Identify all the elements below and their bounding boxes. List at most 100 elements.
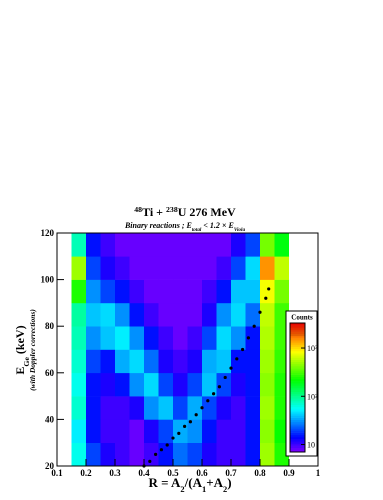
- colorbar-slice: [290, 417, 305, 421]
- heatmap-cell: [173, 396, 188, 420]
- overlay-point: [194, 413, 198, 417]
- heatmap-cell: [100, 279, 116, 304]
- heatmap-cell: [231, 326, 246, 350]
- heatmap-cell: [245, 256, 261, 280]
- heatmap-cell: [86, 233, 101, 257]
- heatmap-cell: [71, 279, 87, 304]
- heatmap: [71, 233, 304, 467]
- chart-subtitle: Binary reactions ; Etotal < 1.2 × EViola: [124, 221, 246, 233]
- colorbar-slice: [290, 400, 305, 403]
- heatmap-cell: [231, 442, 246, 467]
- colorbar-slice: [290, 406, 305, 410]
- colorbar-slice: [290, 432, 305, 436]
- text-part: 2: [223, 484, 227, 494]
- heatmap-cell: [260, 279, 275, 304]
- overlay-point: [217, 385, 221, 389]
- colorbar-slice: [290, 353, 305, 356]
- heatmap-cell: [202, 279, 217, 304]
- heatmap-cell: [260, 326, 275, 350]
- heatmap-cell: [144, 256, 159, 280]
- text-part: U 276 MeV: [178, 205, 236, 219]
- heatmap-cell: [216, 349, 232, 374]
- heatmap-cell: [245, 396, 261, 420]
- colorbar-slice: [290, 370, 305, 373]
- heatmap-cell: [129, 396, 145, 420]
- colorbar-slice: [290, 426, 305, 429]
- colorbar-slice: [290, 355, 305, 358]
- overlay-point: [258, 310, 262, 314]
- heatmap-cell: [158, 372, 174, 397]
- heatmap-cell: [144, 279, 159, 304]
- colorbar-slice: [290, 361, 305, 365]
- heatmap-cell: [187, 349, 203, 374]
- colorbar-slice: [290, 387, 305, 390]
- heatmap-cell: [216, 279, 232, 304]
- heatmap-cell: [129, 279, 145, 304]
- heatmap-cell: [187, 256, 203, 280]
- heatmap-cell: [129, 372, 145, 397]
- heatmap-cell: [173, 233, 188, 257]
- heatmap-cell: [115, 326, 130, 350]
- plot-frame: [56, 232, 319, 467]
- colorbar-slice: [290, 385, 305, 388]
- colorbar-slice: [290, 376, 305, 380]
- heatmap-cell: [144, 302, 159, 327]
- colorbar-tick-label: 10: [307, 441, 315, 450]
- heatmap-cell: [289, 233, 304, 257]
- heatmap-cell: [260, 396, 275, 420]
- heatmap-cell: [100, 302, 116, 327]
- heatmap-cell: [202, 372, 217, 397]
- colorbar-slice: [290, 398, 305, 401]
- colorbar-slice: [290, 428, 305, 431]
- heatmap-cell: [144, 233, 159, 257]
- colorbar-slice: [290, 434, 305, 438]
- heatmap-cell: [71, 442, 87, 467]
- colorbar-slice: [290, 383, 305, 386]
- x-tick-label: 0.6: [196, 468, 208, 478]
- text-part: (keV): [13, 325, 27, 357]
- colorbar-slice: [290, 338, 305, 341]
- heatmap-cell: [129, 349, 145, 374]
- colorbar-slice: [290, 348, 305, 352]
- x-tick-label: 0.4: [138, 468, 150, 478]
- heatmap-cell: [115, 302, 130, 327]
- heatmap-cell: [100, 256, 116, 280]
- heatmap-cell: [216, 233, 232, 257]
- heatmap-cell: [144, 372, 159, 397]
- overlay-point: [241, 347, 245, 352]
- heatmap-cell: [71, 372, 87, 397]
- colorbar-slice: [290, 402, 305, 405]
- heatmap-cell: [71, 326, 87, 350]
- heatmap-cell: [245, 279, 261, 304]
- heatmap-cell: [71, 396, 87, 420]
- overlay-point: [159, 448, 163, 452]
- heatmap-cell: [86, 302, 101, 327]
- text-part: E: [13, 367, 27, 375]
- y-tick-label: 40: [45, 414, 55, 424]
- heatmap-cell: [158, 442, 174, 467]
- overlay-point: [183, 424, 187, 428]
- overlay-point: [229, 366, 233, 370]
- heatmap-cell: [260, 256, 275, 280]
- heatmap-cell: [173, 302, 188, 327]
- heatmap-cell: [144, 396, 159, 420]
- heatmap-cell: [71, 302, 87, 327]
- heatmap-cell: [202, 419, 217, 443]
- heatmap-cell: [129, 442, 145, 467]
- colorbar-title: Counts: [291, 314, 313, 322]
- colorbar-tick-label: 10²: [307, 392, 318, 401]
- heatmap-cell: [289, 279, 304, 304]
- overlay-point: [235, 357, 239, 361]
- colorbar-slice: [290, 396, 305, 399]
- text-part: < 1.2 × E: [201, 221, 233, 230]
- heatmap-cell: [202, 442, 217, 467]
- heatmap-cell: [86, 442, 101, 467]
- colorbar-slice: [290, 333, 305, 337]
- heatmap-cell: [115, 233, 130, 257]
- colorbar-slice: [290, 449, 305, 453]
- heatmap-cell: [100, 326, 116, 350]
- overlay-point: [200, 406, 204, 410]
- heatmap-cell: [274, 233, 290, 257]
- heatmap-cell: [129, 302, 145, 327]
